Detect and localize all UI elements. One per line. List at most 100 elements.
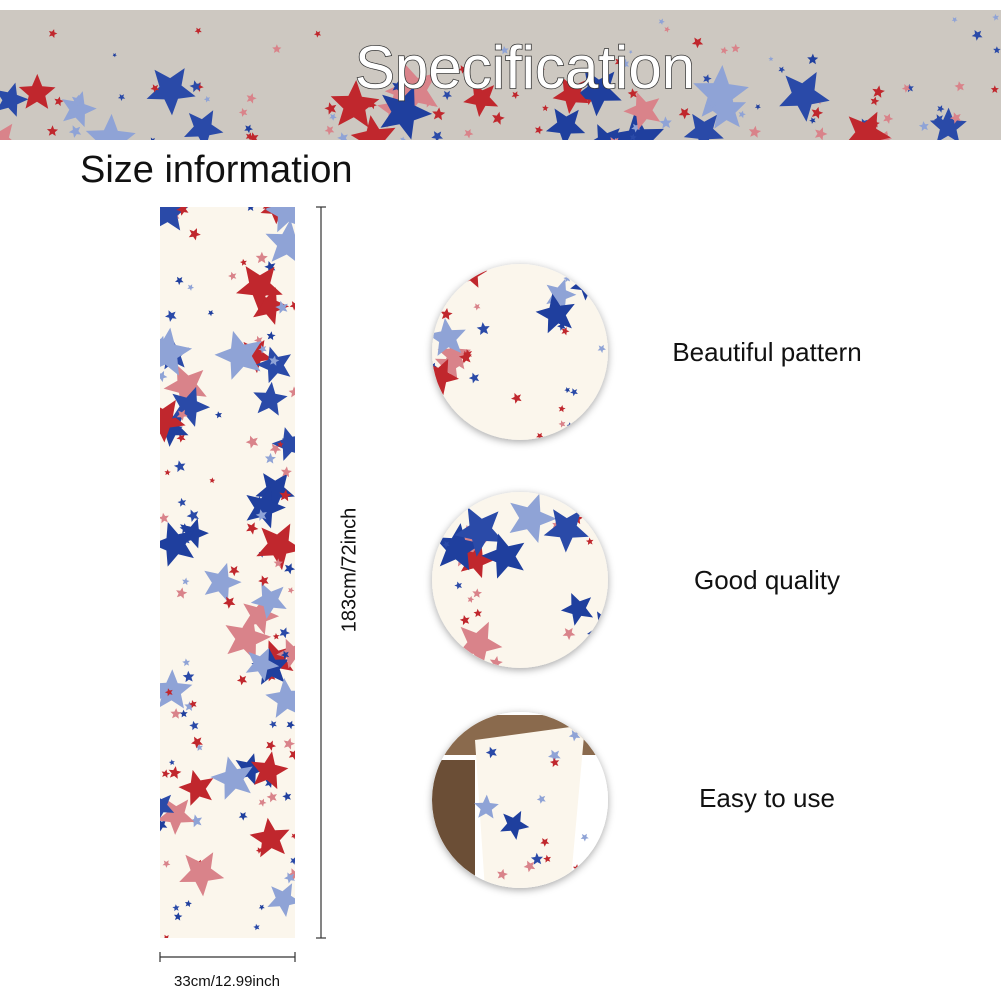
star <box>463 82 499 117</box>
star <box>509 493 557 543</box>
star <box>530 852 543 865</box>
star <box>905 84 914 93</box>
star <box>246 486 286 529</box>
feature-label: Good quality <box>694 565 840 595</box>
star <box>535 125 544 135</box>
star <box>182 577 190 586</box>
star <box>242 596 280 635</box>
star <box>173 912 183 921</box>
star <box>432 496 440 504</box>
star <box>256 523 295 571</box>
star <box>933 114 944 125</box>
star <box>432 358 459 396</box>
header-stars <box>0 13 1001 140</box>
star <box>182 670 195 683</box>
star <box>552 77 590 114</box>
star <box>269 443 282 455</box>
star <box>539 65 545 71</box>
star <box>54 96 64 107</box>
star <box>472 588 482 598</box>
star <box>238 812 248 821</box>
star <box>458 65 467 74</box>
star <box>731 43 741 53</box>
star <box>245 132 254 140</box>
star <box>542 104 549 112</box>
star <box>179 709 188 718</box>
star <box>164 688 173 697</box>
star <box>629 133 637 140</box>
star <box>683 113 724 140</box>
star <box>659 116 672 129</box>
star <box>189 80 201 93</box>
star <box>614 57 624 67</box>
star <box>691 37 704 49</box>
star <box>255 251 268 264</box>
star <box>593 124 620 140</box>
star <box>18 73 56 109</box>
star <box>176 587 188 599</box>
star <box>271 427 295 461</box>
star <box>474 794 499 819</box>
star <box>678 108 691 120</box>
circle-stars <box>432 492 608 668</box>
star <box>440 308 453 320</box>
star <box>561 327 570 336</box>
star <box>779 72 830 122</box>
star <box>558 420 566 428</box>
star <box>279 489 292 502</box>
star <box>918 121 929 132</box>
star <box>337 132 348 140</box>
star <box>160 327 193 376</box>
section-title: Size information <box>80 149 352 191</box>
dimension-lines <box>159 206 326 962</box>
star <box>954 81 965 92</box>
star <box>454 507 505 557</box>
star <box>236 675 248 686</box>
star <box>562 627 576 641</box>
table-leg <box>432 760 475 888</box>
star <box>165 310 177 322</box>
star <box>288 386 295 398</box>
star <box>262 207 269 211</box>
star <box>173 460 186 473</box>
star <box>993 46 1001 54</box>
star <box>280 466 292 478</box>
star <box>462 264 473 273</box>
star <box>255 473 295 511</box>
star <box>267 883 295 917</box>
star <box>162 860 171 868</box>
star <box>194 27 202 35</box>
star <box>112 53 117 58</box>
star <box>350 115 396 140</box>
star <box>253 381 288 416</box>
star <box>246 93 257 104</box>
star <box>392 79 405 93</box>
star <box>467 595 475 603</box>
star <box>456 621 503 668</box>
star <box>811 106 824 119</box>
table-photo <box>432 712 608 888</box>
star <box>265 677 295 718</box>
feature-label: Beautiful pattern <box>672 337 861 367</box>
star <box>245 647 280 682</box>
star <box>284 872 295 884</box>
star <box>570 388 578 397</box>
star <box>244 124 253 134</box>
star <box>870 96 880 106</box>
star <box>595 412 605 423</box>
star <box>434 523 483 571</box>
star <box>658 18 665 25</box>
star <box>258 575 269 587</box>
star <box>176 207 189 216</box>
star <box>214 411 222 419</box>
star <box>269 720 277 729</box>
star <box>265 219 295 262</box>
star <box>279 627 290 639</box>
star <box>543 854 551 863</box>
star <box>272 44 282 53</box>
star <box>170 708 182 719</box>
star <box>256 346 291 384</box>
star <box>164 934 169 938</box>
star <box>883 113 894 124</box>
